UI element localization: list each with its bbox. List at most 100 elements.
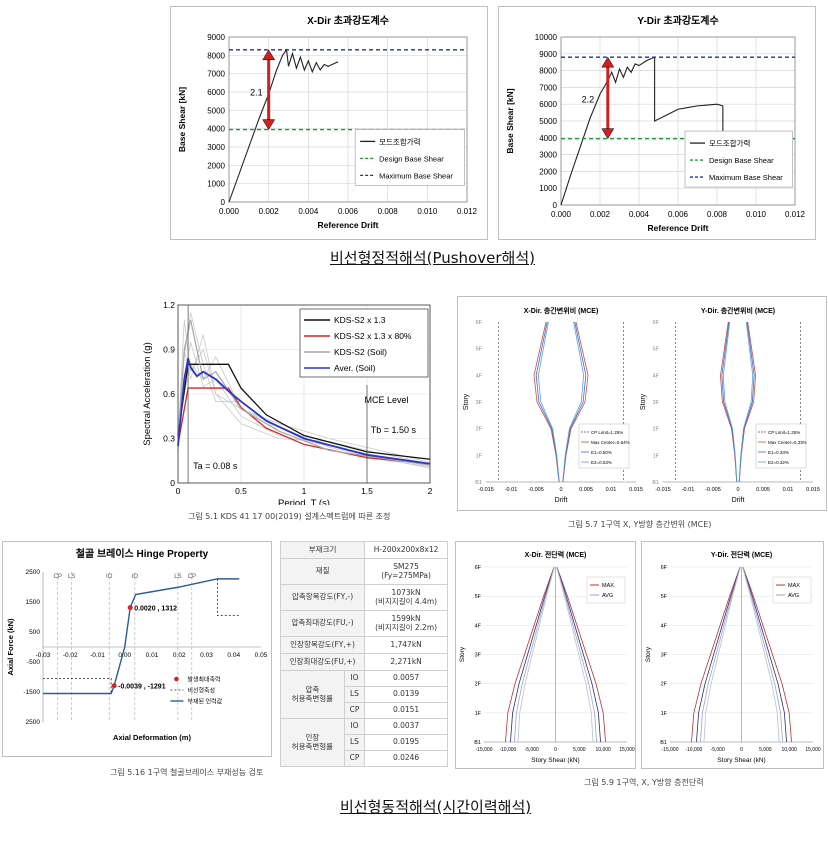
tb-label: Tb = 1.50 s bbox=[371, 425, 417, 435]
x-tick-label: -5,000 bbox=[711, 747, 725, 753]
x-tick-label: 10,000 bbox=[596, 747, 612, 753]
property-value: 2,271kN bbox=[364, 653, 448, 671]
y-tick-label: 2500 bbox=[26, 719, 41, 726]
y-tick-label: 2000 bbox=[539, 167, 557, 176]
acceptance-limit-label: IO bbox=[132, 574, 139, 580]
performance-level: IO bbox=[343, 718, 366, 735]
x-tick-label: 0.004 bbox=[629, 210, 650, 219]
spectrum-caption: 그림 5.1 KDS 41 17 00(2019) 설계스펙트럼에 따른 조정 bbox=[188, 512, 391, 521]
x-tick-label: 0.000 bbox=[219, 207, 240, 216]
property-value: 1073kN (비지지길이 4.4m) bbox=[364, 584, 448, 611]
x-tick-label: -0.01 bbox=[682, 487, 695, 493]
legend-label: KDS-S2 x 1.3 bbox=[334, 315, 386, 325]
chart-title: Y-Dir. 전단력 (MCE) bbox=[711, 550, 772, 559]
y-tick-label: 1F bbox=[476, 453, 483, 459]
y-tick-label: 2500 bbox=[26, 569, 41, 576]
legend-label: AVG bbox=[788, 593, 799, 599]
x-tick-label: 0.03 bbox=[200, 652, 213, 659]
x-axis-label: Drift bbox=[555, 497, 568, 504]
x-axis-label: Story Shear (kN) bbox=[717, 757, 765, 764]
x-tick-label: 0.004 bbox=[298, 207, 319, 216]
performance-level: IO bbox=[343, 670, 366, 687]
story-shear-line bbox=[556, 566, 597, 743]
legend-label: Design Base Shear bbox=[379, 154, 444, 163]
residual-strength-line bbox=[216, 578, 240, 616]
property-value: 1599kN (비지지길이 2.2m) bbox=[364, 610, 448, 637]
y-tick-label: 1000 bbox=[539, 184, 557, 193]
y-tick-label: 1F bbox=[475, 711, 482, 717]
x-tick-label: 0.04 bbox=[227, 652, 240, 659]
table-row: 부재크기 H-200x200x8x12 bbox=[279, 541, 448, 559]
story-shear-line bbox=[742, 566, 787, 743]
y-tick-label: 2F bbox=[661, 682, 668, 688]
overstrength-arrow-head-up bbox=[262, 49, 276, 61]
legend-label: KDS-S2 x 1.3 x 80% bbox=[334, 331, 412, 341]
y-tick-label: 8000 bbox=[539, 67, 557, 76]
y-tick-label: 3000 bbox=[207, 143, 225, 152]
x-tick-label: -0.01 bbox=[505, 487, 518, 493]
legend-box bbox=[578, 423, 630, 469]
legend-label: Max Center=0.33% bbox=[768, 440, 807, 445]
hinge-chart-panel: 철골 브레이스 Hinge Property -0.03 -0.02 -0.01 0.0… bbox=[2, 541, 272, 757]
table-row: LS 0.0195 bbox=[281, 734, 448, 751]
x-tick-label: 0.002 bbox=[590, 210, 611, 219]
x-axis-label: Period, T (s) bbox=[278, 498, 330, 505]
drift-profile-line bbox=[537, 321, 560, 483]
x-tick-label: 10,000 bbox=[782, 747, 798, 753]
chart-title: 철골 브레이스 Hinge Property bbox=[76, 547, 209, 560]
y-tick-label: 6F bbox=[653, 320, 660, 326]
y-tick-label: 4000 bbox=[207, 125, 225, 134]
y-axis-label: Story bbox=[640, 393, 647, 410]
table-row: CP 0.0246 bbox=[281, 750, 448, 767]
legend-label: 비선형축성 bbox=[187, 687, 215, 695]
y-tick-label: 6000 bbox=[539, 100, 557, 109]
y-tick-label: 1F bbox=[661, 711, 668, 717]
y-axis-label: Base Shear [kN] bbox=[505, 88, 515, 153]
chart-title: Y-Dir 초과강도계수 bbox=[637, 14, 718, 27]
table-row: 인장 허용축변형률 IO 0.0037 bbox=[280, 718, 448, 767]
y-tick-label: 10000 bbox=[535, 33, 558, 42]
x-axis-label: Drift bbox=[732, 497, 745, 504]
y-tick-label: 4F bbox=[476, 373, 483, 379]
spectrum-series-line bbox=[177, 319, 431, 466]
x-tick-label: -0.005 bbox=[705, 487, 721, 493]
legend-label: E1=0.33% bbox=[768, 450, 789, 455]
legend-label: E1=0.50% bbox=[591, 450, 612, 455]
story-shear-line bbox=[510, 566, 555, 743]
story-shear-line bbox=[556, 566, 606, 743]
time-history-section-title: 비선형동적해석(시간이력해석) bbox=[340, 798, 532, 816]
y-tick-label: 0 bbox=[553, 201, 558, 210]
chart-title: X-Dir. 층간변위비 (MCE) bbox=[524, 306, 599, 315]
x-tick-label: 0.008 bbox=[707, 210, 728, 219]
x-tick-label: 0.000 bbox=[551, 210, 572, 219]
property-value: SM275 (Fy=275MPa) bbox=[364, 558, 448, 585]
x-tick-label: 0.5 bbox=[235, 486, 247, 496]
strain-value: 0.0246 bbox=[364, 750, 448, 767]
property-label: 압축항복강도(FY,-) bbox=[279, 584, 366, 611]
x-tick-label: 1.5 bbox=[361, 486, 373, 496]
x-tick-label: 2 bbox=[428, 486, 433, 496]
shear-caption: 그림 5.9 1구역, X, Y방향 층전단력 bbox=[584, 778, 704, 787]
story-shear-line bbox=[742, 566, 780, 743]
y-tick-label: 3F bbox=[661, 653, 668, 659]
ta-label: Ta = 0.08 s bbox=[193, 461, 238, 471]
y-tick-label: 5F bbox=[476, 347, 483, 353]
y-tick-label: B1 bbox=[475, 480, 482, 486]
overstrength-arrow-head-down bbox=[601, 128, 615, 140]
y-tick-label: B1 bbox=[474, 740, 481, 746]
y-tick-label: 4000 bbox=[539, 134, 557, 143]
plot-frame bbox=[177, 304, 431, 484]
overstrength-arrow-head-up bbox=[601, 56, 615, 68]
legend-box bbox=[755, 423, 807, 469]
table-row: 압축 허용축변형률 IO 0.0057 bbox=[280, 670, 448, 719]
x-tick-label: -0.02 bbox=[63, 652, 78, 659]
story-shear-line bbox=[742, 566, 792, 743]
legend-box bbox=[772, 576, 812, 604]
hinge-caption: 그림 5.16 1구역 철골브레이스 부재성능 검토 bbox=[110, 768, 264, 777]
property-label: 인장최대강도(FU,+) bbox=[279, 653, 366, 671]
strain-value: 0.0139 bbox=[364, 686, 448, 703]
legend-label: Maximum Base Shear bbox=[709, 173, 783, 182]
property-label: 재질 bbox=[279, 558, 366, 585]
overstrength-arrow-head-down bbox=[262, 119, 276, 131]
x-tick-label: 0.008 bbox=[378, 207, 399, 216]
